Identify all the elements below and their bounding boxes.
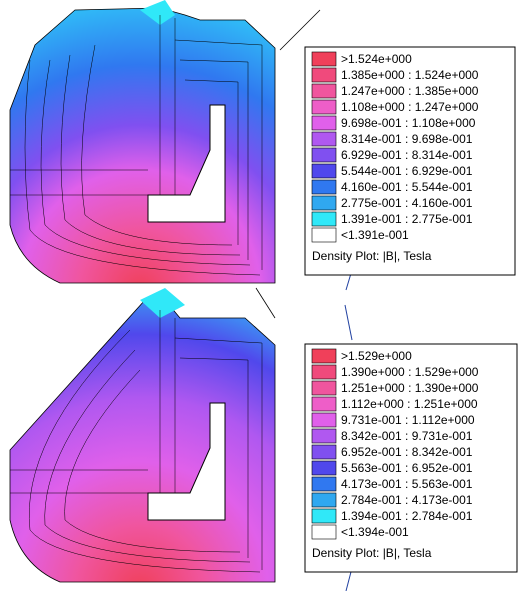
legend-label: >1.524e+000 [341, 52, 412, 66]
legend-swatch [311, 444, 337, 460]
legend-swatch [311, 163, 337, 179]
legend-label: <1.394e-001 [341, 525, 409, 539]
legend-swatch [311, 179, 337, 195]
legend-swatch [311, 348, 337, 364]
legend-title: Density Plot: |B|, Tesla [312, 546, 432, 560]
legend-swatch [311, 492, 337, 508]
legend-label: 1.251e+000 : 1.390e+000 [341, 381, 479, 395]
legend-label: 6.929e-001 : 8.314e-001 [341, 148, 473, 162]
legend-label: 6.952e-001 : 8.342e-001 [341, 445, 473, 459]
legend-swatch [311, 131, 337, 147]
legend-label: 1.385e+000 : 1.524e+000 [341, 68, 479, 82]
legend-label: 8.342e-001 : 9.731e-001 [341, 429, 473, 443]
legend-label: 1.112e+000 : 1.251e+000 [341, 397, 478, 411]
legend-label: 2.775e-001 : 4.160e-001 [341, 196, 473, 210]
legend-label: 5.563e-001 : 6.952e-001 [341, 461, 473, 475]
field-plot-top [9, 0, 353, 291]
legend-swatch [311, 412, 337, 428]
legend-swatch [311, 195, 337, 211]
legend-swatch [311, 99, 337, 115]
legend-label: >1.529e+000 [341, 349, 412, 363]
legend-label: <1.391e-001 [341, 228, 409, 242]
field-plot-bottom [9, 287, 353, 591]
legend-swatch [311, 460, 337, 476]
legend-label: 4.160e-001 : 5.544e-001 [341, 180, 473, 194]
legend-box [304, 343, 518, 573]
legend-box [304, 46, 516, 276]
legend-label: 1.390e+000 : 1.529e+000 [341, 365, 479, 379]
legend-swatch [311, 211, 337, 227]
legend-label: 5.544e-001 : 6.929e-001 [341, 164, 473, 178]
legend-swatch [311, 476, 337, 492]
legend-swatch [311, 364, 337, 380]
legend-swatch [311, 524, 337, 540]
legend-swatch [311, 67, 337, 83]
legend-title: Density Plot: |B|, Tesla [312, 249, 432, 263]
legend-label: 9.698e-001 : 1.108e+000 [341, 116, 476, 130]
legend-swatch [311, 51, 337, 67]
legend-label: 9.731e-001 : 1.112e+000 [341, 413, 475, 427]
legend-label: 8.314e-001 : 9.698e-001 [341, 132, 473, 146]
legend-label: 2.784e-001 : 4.173e-001 [341, 493, 473, 507]
legend-swatch [311, 227, 337, 243]
legend-swatch [311, 83, 337, 99]
legend-swatch [311, 508, 337, 524]
legend-label: 1.394e-001 : 2.784e-001 [341, 509, 473, 523]
legend-label: 4.173e-001 : 5.563e-001 [341, 477, 473, 491]
legend-label: 1.247e+000 : 1.385e+000 [341, 84, 479, 98]
legend-swatch [311, 380, 337, 396]
legend-swatch [311, 115, 337, 131]
legend-swatch [311, 396, 337, 412]
legend-label: 1.391e-001 : 2.775e-001 [341, 212, 473, 226]
legend-swatch [311, 147, 337, 163]
legend-label: 1.108e+000 : 1.247e+000 [341, 100, 479, 114]
legend-swatch [311, 428, 337, 444]
